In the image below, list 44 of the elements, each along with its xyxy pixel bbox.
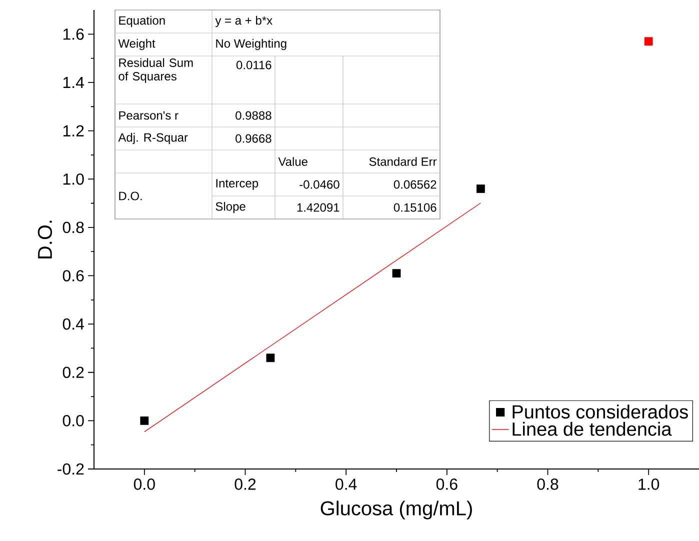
annotation: 1.42091 [297,203,340,212]
annotation: Pearson's r [119,111,178,120]
annotation: No Weighting [216,38,286,50]
x-tick-label: 0.8 [537,478,558,490]
y-tick-label: 1.4 [63,76,84,88]
y-axis-title: D.O. [38,220,52,258]
annotation: D.O. [119,192,142,200]
y-tick-label: 0.4 [62,318,84,330]
annotation: 0.9888 [236,111,272,120]
point [476,184,485,193]
annotation: Slope [216,202,246,214]
annotation: 0.06562 [394,180,436,189]
y-tick-label: 1.0 [63,173,84,185]
annotation: Adj. R-Squar [118,132,188,144]
y-tick-label: 0.8 [62,222,84,234]
y-tick-label: 0.0 [62,415,84,426]
legend-label: Linea de tendencia [512,422,672,436]
annotation: -0.0460 [300,180,340,189]
y-tick-label: -0.2 [58,463,84,475]
annotation: 0.0116 [236,60,272,70]
annotation: Residual Sum of Squares [118,58,193,83]
y-tick-label: 1.2 [63,125,84,136]
point [392,269,401,278]
y-tick-label: 0.2 [62,366,84,378]
x-tick-label: 0.0 [134,478,155,490]
y-tick-label: 1.6 [63,28,84,40]
point [266,354,275,362]
annotation: Standard Err [369,157,437,166]
legend-label: Puntos considerados [512,404,688,419]
y-tick-label: 0.6 [62,270,84,282]
x-axis-title: Glucosa (mg/mL) [320,500,472,520]
annotation: 0.15106 [394,203,436,212]
annotation: Weight [118,38,156,50]
point [140,416,149,425]
annotation: Intercep [216,179,258,190]
annotation: Value [278,157,308,166]
x-tick-label: 0.4 [336,478,357,490]
annotation: y = a + b*x [215,16,272,28]
annotation: Equation [119,16,165,28]
point [644,37,653,46]
x-tick-label: 0.2 [234,478,256,490]
x-tick-label: 0.6 [436,478,458,490]
annotation: 0.9668 [236,134,272,143]
x-tick-label: 1.0 [638,478,660,490]
